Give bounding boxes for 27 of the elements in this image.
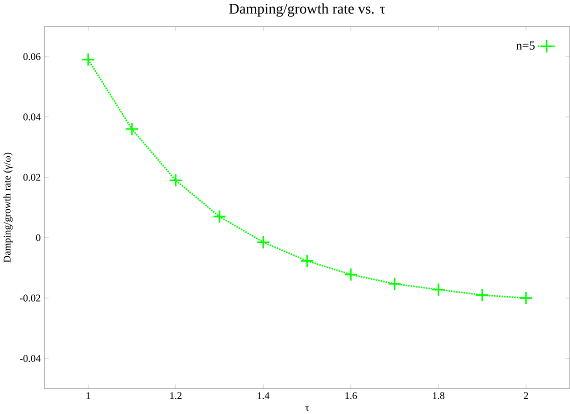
x-tick-label: 1.4 — [258, 392, 270, 399]
chart-title: Damping/growth rate vs. τ — [229, 3, 386, 17]
y-tick-label: 0.02 — [23, 174, 40, 181]
point — [168, 173, 183, 188]
y-tick-label: -0.02 — [20, 294, 40, 302]
y-axis-title: Damping/growth rate (γ/ω) — [3, 152, 13, 262]
point — [125, 122, 139, 136]
point — [212, 210, 226, 224]
point — [432, 282, 446, 296]
x-axis-title: τ — [305, 406, 309, 411]
point — [81, 52, 96, 66]
point — [344, 268, 358, 282]
x-tick-label: 1.6 — [345, 392, 357, 399]
x-tick-label: 2 — [524, 392, 528, 399]
point — [519, 291, 533, 305]
y-tick-label: -0.04 — [20, 354, 41, 362]
x-tick-label: 1.8 — [432, 392, 444, 399]
point — [388, 276, 402, 291]
legend-label: n=5 — [516, 41, 535, 50]
x-tick-label: 1.2 — [170, 392, 182, 399]
y-tick-label: 0.06 — [23, 52, 40, 60]
x-tick-label: 1 — [86, 392, 90, 399]
point — [300, 254, 314, 268]
point — [256, 235, 270, 249]
y-tick-label: 0.04 — [23, 113, 41, 120]
point — [475, 288, 490, 302]
y-tick-label: 0 — [36, 234, 40, 241]
